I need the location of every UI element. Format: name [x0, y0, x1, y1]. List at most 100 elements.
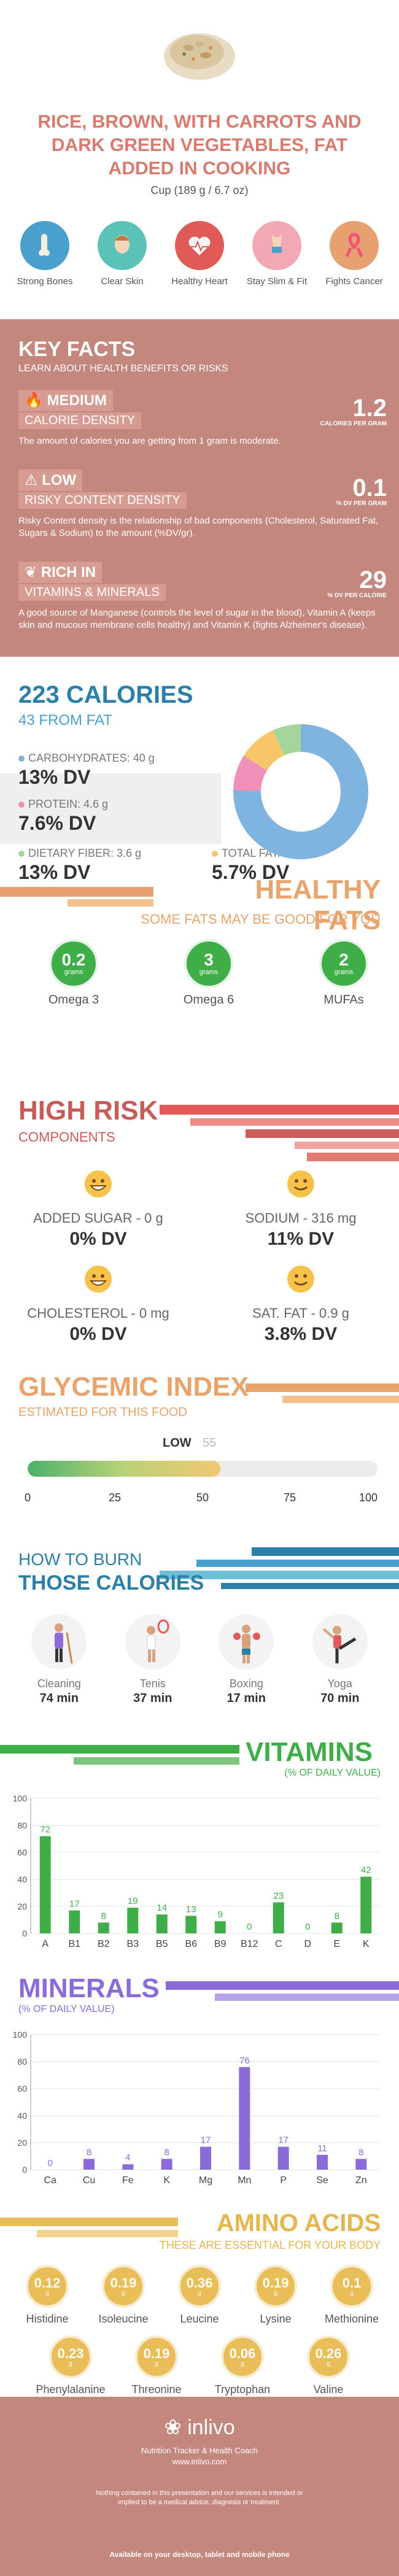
glycemic-track [28, 1461, 378, 1477]
risk-dv: 3.8% DV [264, 1324, 338, 1344]
bar-A [39, 1836, 51, 1933]
benefit-label: Healthy Heart [171, 276, 228, 287]
nutrient-dv: 5.7% DV [212, 861, 290, 883]
bar-Mn [239, 2067, 250, 2170]
nutrient-carbohydrates: CARBOHYDRATES: 40 g 13% DV [18, 752, 155, 788]
x-tick-label: Se [316, 2175, 328, 2186]
minerals-decor-bars [166, 1981, 399, 2001]
x-tick-label: Mg [199, 2175, 212, 2186]
fact-level: 🔥 MEDIUM [18, 390, 113, 411]
fact-name: VITAMINS & MINERALS [18, 584, 166, 601]
face-icon [98, 221, 147, 270]
nutrient-protein: PROTEIN: 4.6 g 7.6% DV [18, 798, 109, 834]
benefit-strong-bones: Strong Bones [11, 221, 79, 287]
bar-Se [317, 2154, 328, 2170]
bar-value-label: 8 [335, 1911, 339, 1921]
bar-B3 [127, 1908, 139, 1933]
fat-label: Omega 6 [183, 993, 234, 1007]
glycemic-tick: 25 [108, 1491, 122, 1504]
inlivo-logo-icon: ❀ [164, 2416, 188, 2439]
bone-icon [20, 221, 69, 270]
benefit-label: Strong Bones [17, 276, 73, 287]
bar-Zn [355, 2159, 367, 2170]
brand-url[interactable]: www.inlivo.com [172, 2457, 227, 2466]
y-tick-label: 100 [13, 1793, 28, 1803]
activity-minutes: 17 min [227, 1692, 266, 1705]
amino-badge: 0.1 g [330, 2265, 373, 2308]
smiley-icon [287, 1266, 314, 1293]
footer: ❀ inlivo Nutrition Tracker & Health Coac… [0, 2397, 399, 2576]
fact-value: 0.1% DV PER GRAM [336, 474, 387, 507]
vitamins-decor-bars [0, 1745, 239, 1765]
fact-value: 29% DV PER CALORIE [327, 567, 387, 599]
fiber-dot [18, 851, 25, 857]
risk-name: SODIUM - 316 mg [245, 1210, 357, 1226]
risk-dv: 0% DV [69, 1229, 127, 1249]
minerals-title: MINERALS [18, 1973, 160, 2003]
fact-description: Risky Content density is the relationshi… [18, 516, 379, 538]
brand-logo: ❀ inlivo [164, 2416, 235, 2439]
smiley-icon [85, 1170, 112, 1197]
warning-icon: ⚠ [25, 472, 42, 489]
amino-badge: 0.36 g [178, 2265, 221, 2308]
cleaning-icon [31, 1614, 87, 1669]
amino-methionine: 0.1 g Methionine [315, 2265, 389, 2326]
bar-value-label: 17 [69, 1899, 80, 1909]
bar-K [360, 1876, 372, 1933]
bar-value-label: 4 [125, 2152, 130, 2163]
smiley-icon [287, 1170, 314, 1197]
x-tick-label: A [42, 1939, 48, 1949]
x-tick-label: Ca [44, 2175, 56, 2186]
bar-C [273, 1902, 284, 1933]
x-tick-label: B6 [185, 1939, 197, 1949]
key-facts-subtitle: LEARN ABOUT HEALTH BENEFITS OR RISKS [18, 363, 228, 374]
serving-size: Cup (189 g / 6.7 oz) [150, 184, 249, 196]
amino-name: Leucine [180, 2313, 219, 2325]
calories-band [0, 773, 221, 844]
amino-badge: 0.06 g [221, 2335, 264, 2378]
amino-title: AMINO ACIDS [216, 2210, 381, 2237]
y-tick-label: 80 [17, 2057, 27, 2067]
nutrient-dietary-fiber: DIETARY FIBER: 3.6 g 13% DV [18, 847, 142, 883]
fact-risky-content: ⚠ LOW RISKY CONTENT DENSITY 0.1% DV PER … [18, 470, 387, 540]
y-tick-label: 80 [17, 1820, 27, 1830]
amino-row-2: 0.23 g Phenylalanine 0.19 g Threonine 0.06 g T… [28, 2335, 371, 2396]
amino-name: Methionine [324, 2313, 379, 2325]
benefit-fights-cancer: Fights Cancer [320, 221, 388, 287]
bar-value-label: 8 [87, 2147, 91, 2157]
activity-minutes: 74 min [39, 1692, 79, 1705]
burn-title: HOW TO BURN [18, 1550, 142, 1569]
amino-histidine: 0.12 g Histidine [10, 2265, 84, 2326]
y-tick-label: 100 [13, 2030, 28, 2040]
x-tick-label: B9 [214, 1939, 227, 1949]
nutrient-dv: 13% DV [18, 861, 91, 883]
glycemic-tick: 100 [358, 1491, 378, 1504]
amino-name: Valine [313, 2383, 344, 2396]
high-risk-title: HIGH RISK [18, 1096, 158, 1126]
x-tick-label: C [275, 1939, 282, 1949]
fat-omega-3: 0.2 grams Omega 3 [37, 939, 110, 1007]
fat-dot [212, 851, 218, 857]
bar-value-label: 0 [305, 1922, 310, 1932]
donut-slice-dietary-fiber [273, 724, 301, 756]
amino-badge: 0.12 g [26, 2265, 69, 2308]
activity-name: Boxing [229, 1677, 263, 1690]
amino-decor-bars [0, 2218, 178, 2237]
x-tick-label: Fe [122, 2175, 134, 2186]
x-tick-label: Zn [355, 2175, 367, 2186]
benefit-clear-skin: Clear Skin [88, 221, 156, 287]
bar-B1 [69, 1910, 80, 1933]
donut-slice-total-fat [244, 730, 285, 771]
activity-yoga: Yoga 70 min [303, 1614, 377, 1706]
amino-name: Tryptophan [214, 2383, 271, 2396]
activity-cleaning: Cleaning 74 min [22, 1614, 96, 1706]
food-title: RICE, BROWN, WITH CARROTS AND DARK GREEN… [37, 112, 362, 179]
fact-name: RISKY CONTENT DENSITY [18, 492, 187, 509]
amino-badge: 0.23 g [49, 2335, 92, 2378]
x-tick-label: B12 [241, 1939, 258, 1949]
fat-label: Omega 3 [48, 993, 99, 1007]
glycemic-tick: 0 [24, 1491, 31, 1504]
benefit-stay-slim: Stay Slim & Fit [243, 221, 311, 287]
risk-dv: 11% DV [267, 1229, 335, 1249]
fact-description: The amount of calories you are getting f… [18, 436, 281, 446]
